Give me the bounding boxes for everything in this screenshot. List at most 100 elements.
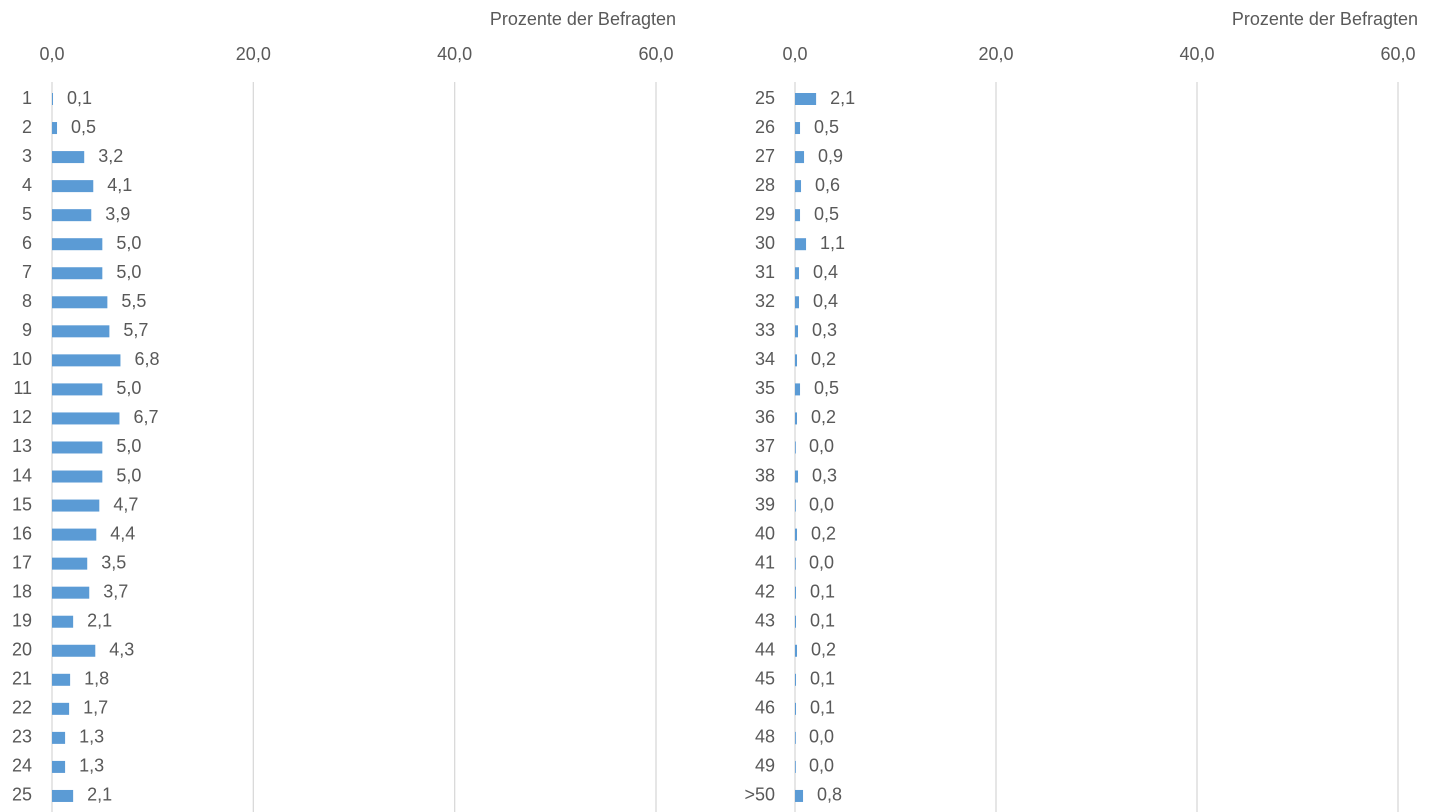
y-tick-label: 6: [22, 233, 32, 253]
value-label: 2,1: [830, 88, 855, 108]
bar: [52, 673, 71, 686]
y-tick-label: 8: [22, 291, 32, 311]
value-label: 5,0: [116, 262, 141, 282]
y-tick-label: 4: [22, 175, 32, 195]
value-label: 0,5: [814, 117, 839, 137]
y-tick-label: 7: [22, 262, 32, 282]
y-tick-label: 39: [755, 494, 775, 514]
value-label: 0,1: [810, 581, 835, 601]
y-tick-label: 32: [755, 291, 775, 311]
y-tick-label: 43: [755, 610, 775, 630]
y-tick-label: 42: [755, 581, 775, 601]
bar: [52, 412, 120, 425]
y-tick-label: 37: [755, 436, 775, 456]
bar: [52, 615, 74, 628]
y-tick-label: 25: [755, 88, 775, 108]
x-tick-label: 0,0: [782, 44, 807, 64]
y-tick-label: 19: [12, 610, 32, 630]
bar: [795, 470, 799, 483]
y-tick-label: 28: [755, 175, 775, 195]
value-label: 0,4: [813, 262, 838, 282]
value-label: 0,1: [67, 88, 92, 108]
bar: [52, 267, 103, 280]
bar: [52, 122, 58, 135]
y-tick-label: 12: [12, 407, 32, 427]
value-label: 0,3: [812, 320, 837, 340]
y-tick-label: 13: [12, 436, 32, 456]
bar: [795, 615, 797, 628]
bar: [795, 122, 801, 135]
bar: [52, 151, 85, 164]
x-tick-label: 20,0: [978, 44, 1013, 64]
y-tick-label: 5: [22, 204, 32, 224]
y-tick-label: 34: [755, 349, 775, 369]
y-tick-label: 27: [755, 146, 775, 166]
x-tick-label: 20,0: [236, 44, 271, 64]
y-tick-label: 20: [12, 640, 32, 660]
bar: [52, 296, 108, 309]
y-tick-label: 17: [12, 552, 32, 572]
value-label: 5,5: [121, 291, 146, 311]
bar: [52, 586, 90, 599]
value-label: 6,8: [134, 349, 159, 369]
value-label: 0,2: [811, 523, 836, 543]
value-label: 4,7: [113, 494, 138, 514]
bar: [52, 644, 96, 657]
y-tick-label: 48: [755, 727, 775, 747]
x-tick-label: 60,0: [638, 44, 673, 64]
bar: [795, 354, 798, 367]
bar: [795, 267, 800, 280]
value-label: 1,3: [79, 727, 104, 747]
bar: [52, 789, 74, 802]
y-tick-label: 2: [22, 117, 32, 137]
value-label: 0,1: [810, 610, 835, 630]
bar: [795, 586, 797, 599]
value-label: 0,6: [815, 175, 840, 195]
bar: [52, 354, 121, 367]
value-label: 4,1: [107, 175, 132, 195]
y-tick-label: 22: [12, 698, 32, 718]
bar: [795, 499, 796, 512]
y-tick-label: 46: [755, 698, 775, 718]
y-tick-label: 44: [755, 640, 775, 660]
bar: [52, 702, 70, 715]
value-label: 0,2: [811, 407, 836, 427]
value-label: 0,3: [812, 465, 837, 485]
y-tick-label: 45: [755, 669, 775, 689]
bar: [52, 441, 103, 454]
bar: [52, 238, 103, 251]
value-label: 5,0: [116, 436, 141, 456]
bar: [52, 93, 54, 105]
value-label: 3,5: [101, 552, 126, 572]
y-tick-label: 41: [755, 552, 775, 572]
bar: [52, 383, 103, 396]
value-label: 0,2: [811, 349, 836, 369]
bar: [795, 702, 797, 715]
y-tick-label: 14: [12, 465, 32, 485]
y-tick-label: 3: [22, 146, 32, 166]
value-label: 6,7: [133, 407, 158, 427]
y-tick-label: 11: [13, 378, 32, 398]
y-tick-label: >50: [744, 785, 775, 805]
bar: [795, 731, 796, 744]
y-tick-label: 36: [755, 407, 775, 427]
bar: [795, 528, 798, 541]
bar: [52, 325, 110, 338]
bar: [52, 180, 94, 193]
y-tick-label: 24: [12, 756, 32, 776]
value-label: 1,7: [83, 698, 108, 718]
bar: [52, 557, 88, 570]
value-label: 0,0: [809, 494, 834, 514]
bar: [795, 644, 798, 657]
bar: [795, 789, 804, 802]
y-tick-label: 26: [755, 117, 775, 137]
value-label: 3,7: [103, 581, 128, 601]
bar: [795, 325, 799, 338]
value-label: 4,4: [110, 523, 135, 543]
bar: [795, 673, 797, 686]
y-tick-label: 29: [755, 204, 775, 224]
value-label: 0,1: [810, 698, 835, 718]
y-tick-label: 38: [755, 465, 775, 485]
y-tick-label: 40: [755, 523, 775, 543]
y-tick-label: 23: [12, 727, 32, 747]
